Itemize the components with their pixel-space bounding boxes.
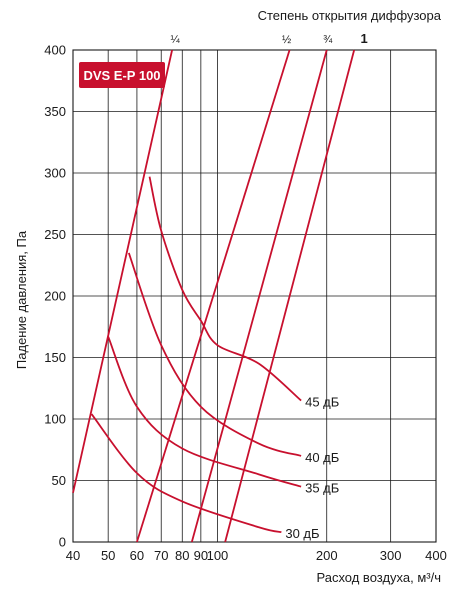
y-tick-label-400: 400 bbox=[44, 43, 66, 58]
opening-label-: ½ bbox=[282, 34, 291, 46]
model-badge-background bbox=[79, 62, 165, 88]
x-tick-label-50: 50 bbox=[101, 548, 115, 563]
grid bbox=[72, 49, 437, 543]
x-tick-label-80: 80 bbox=[175, 548, 189, 563]
noise-curve-35-дб bbox=[107, 336, 302, 488]
model-badge-label: DVS E-P 100 bbox=[83, 68, 160, 83]
noise-curve-30-дб bbox=[90, 413, 282, 534]
y-tick-label-0: 0 bbox=[59, 535, 66, 550]
x-tick-label-400: 400 bbox=[425, 548, 447, 563]
noise-label-45-дб: 45 дБ bbox=[305, 395, 339, 410]
x-tick-label-300: 300 bbox=[380, 548, 402, 563]
noise-label-30-дб: 30 дБ bbox=[285, 526, 319, 541]
x-tick-label-100: 100 bbox=[207, 548, 229, 563]
y-axis-label: Падение давления, Па bbox=[14, 230, 29, 369]
chart-title: Степень открытия диффузора bbox=[258, 8, 442, 23]
curve-labels: ¼ ½ ¾ 1 45 дБ 40 дБ 35 дБ 30 дБ bbox=[171, 31, 368, 541]
y-tick-label-300: 300 bbox=[44, 166, 66, 181]
opening-line-1 bbox=[224, 49, 356, 543]
x-tick-label-40: 40 bbox=[66, 548, 80, 563]
x-tick-label-200: 200 bbox=[316, 548, 338, 563]
opening-line- bbox=[72, 49, 173, 493]
model-badge: DVS E-P 100 bbox=[79, 62, 165, 88]
opening-line- bbox=[136, 49, 291, 543]
x-tick-label-70: 70 bbox=[154, 548, 168, 563]
noise-label-35-дб: 35 дБ bbox=[305, 481, 339, 496]
y-tick-label-250: 250 bbox=[44, 227, 66, 242]
opening-label-1: 1 bbox=[361, 31, 368, 46]
x-tick-label-90: 90 bbox=[194, 548, 208, 563]
opening-label-: ¼ bbox=[171, 34, 181, 46]
y-tick-label-200: 200 bbox=[44, 289, 66, 304]
y-tick-label-150: 150 bbox=[44, 350, 66, 365]
y-tick-label-100: 100 bbox=[44, 412, 66, 427]
noise-curve-45-дб bbox=[148, 176, 302, 402]
noise-curve-40-дб bbox=[127, 252, 302, 457]
x-axis-label: Расход воздуха, м³/ч bbox=[316, 570, 441, 585]
opening-label-: ¾ bbox=[323, 34, 333, 46]
y-tick-label-50: 50 bbox=[52, 473, 66, 488]
curves bbox=[72, 49, 356, 543]
noise-label-40-дб: 40 дБ bbox=[305, 450, 339, 465]
y-tick-label-350: 350 bbox=[44, 104, 66, 119]
opening-line- bbox=[190, 49, 328, 543]
x-tick-label-60: 60 bbox=[130, 548, 144, 563]
